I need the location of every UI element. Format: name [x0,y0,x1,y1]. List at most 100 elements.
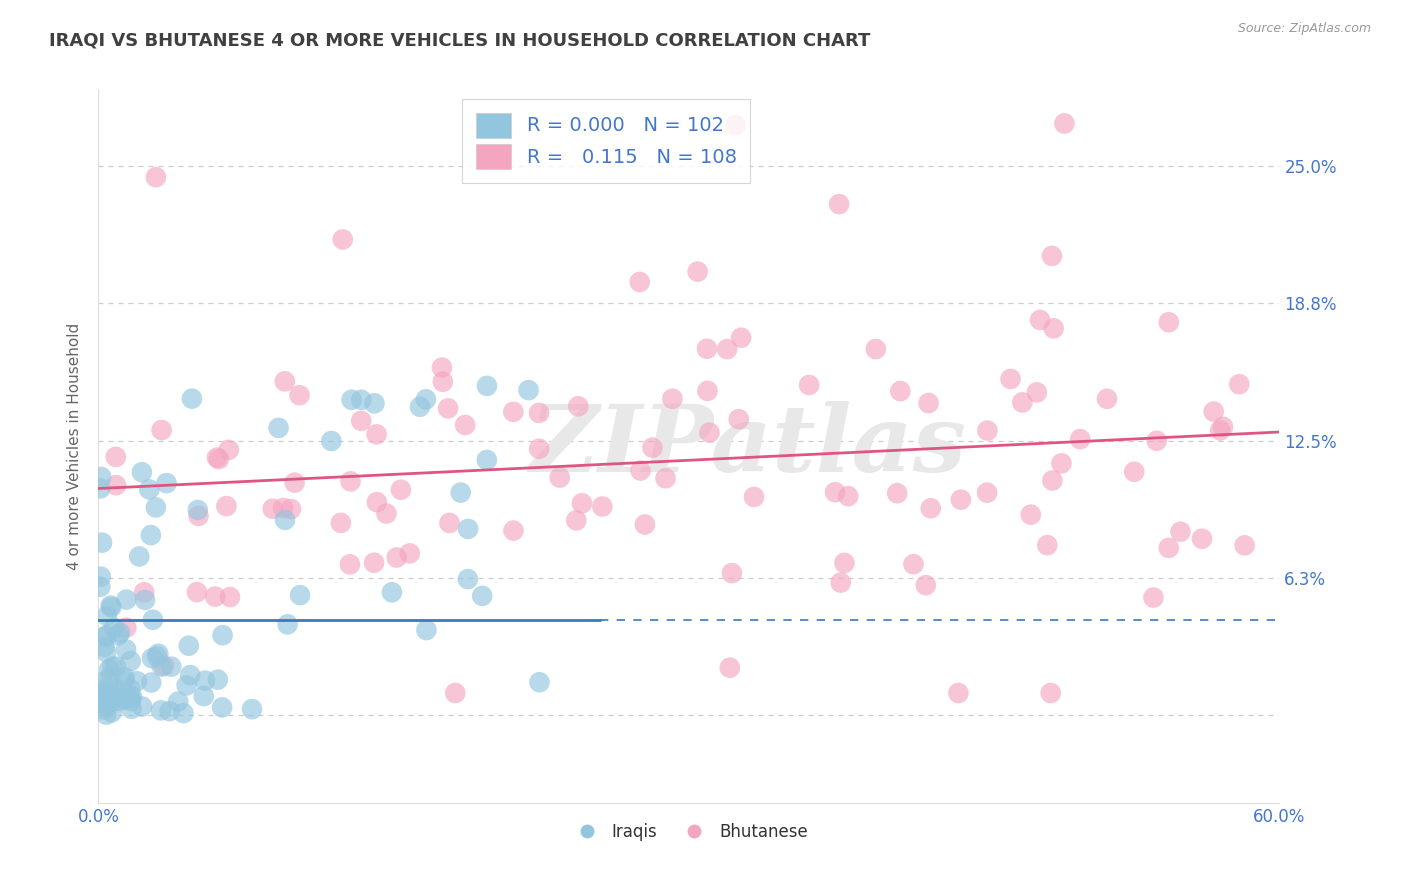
Point [457,572,479,586]
Point [280,502,302,516]
Point [696,384,718,398]
Point [366,427,388,442]
Point [340,392,363,407]
Point [218,442,240,457]
Point [976,485,998,500]
Point [115,620,138,634]
Point [529,675,551,690]
Point [718,661,741,675]
Point [204,590,226,604]
Point [96,707,118,722]
Point [100,686,122,700]
Point [1191,532,1213,546]
Point [432,375,454,389]
Point [567,399,589,413]
Point [1142,591,1164,605]
Point [274,513,297,527]
Point [93,693,115,707]
Point [120,654,142,668]
Point [89,691,111,706]
Point [415,623,437,637]
Point [1123,465,1146,479]
Point [527,406,550,420]
Point [457,522,479,536]
Point [94,698,117,712]
Point [1209,424,1232,438]
Point [149,703,172,717]
Point [363,556,385,570]
Point [160,659,183,673]
Point [886,486,908,500]
Point [177,639,200,653]
Point [430,360,453,375]
Point [211,628,233,642]
Point [179,668,201,682]
Point [93,682,115,697]
Point [98,690,121,704]
Point [321,434,343,448]
Point [920,501,942,516]
Point [1146,434,1168,448]
Point [98,663,121,677]
Point [1040,249,1063,263]
Point [150,659,173,673]
Point [889,384,911,398]
Point [1069,432,1091,446]
Point [277,617,299,632]
Point [91,674,114,689]
Point [262,501,284,516]
Point [90,470,112,484]
Point [686,265,709,279]
Point [94,629,117,643]
Point [134,593,156,607]
Point [1000,372,1022,386]
Point [176,678,198,692]
Point [89,580,111,594]
Point [1157,541,1180,555]
Point [502,524,524,538]
Point [565,513,588,527]
Point [1212,419,1234,434]
Point [94,645,117,659]
Point [101,659,124,673]
Point [96,608,118,623]
Point [141,675,163,690]
Point [120,694,142,708]
Point [187,503,209,517]
Point [1042,321,1064,335]
Point [398,546,420,560]
Point [89,686,111,700]
Point [797,378,820,392]
Point [339,558,361,572]
Point [120,691,142,706]
Point [571,496,593,510]
Point [1170,524,1192,539]
Point [211,700,233,714]
Point [1011,395,1033,409]
Point [350,414,373,428]
Point [93,702,115,716]
Point [94,688,117,702]
Point [475,379,498,393]
Point [389,483,412,497]
Point [240,702,263,716]
Point [1040,474,1063,488]
Point [111,690,134,705]
Point [207,673,229,687]
Point [104,690,127,704]
Point [98,671,121,685]
Point [517,383,540,397]
Point [634,517,657,532]
Point [527,442,550,456]
Point [93,640,115,654]
Point [409,400,432,414]
Point [138,483,160,497]
Point [1050,456,1073,470]
Point [1233,538,1256,552]
Point [454,417,477,432]
Point [108,625,131,640]
Point [865,342,887,356]
Point [641,441,664,455]
Point [205,450,228,465]
Point [100,706,122,720]
